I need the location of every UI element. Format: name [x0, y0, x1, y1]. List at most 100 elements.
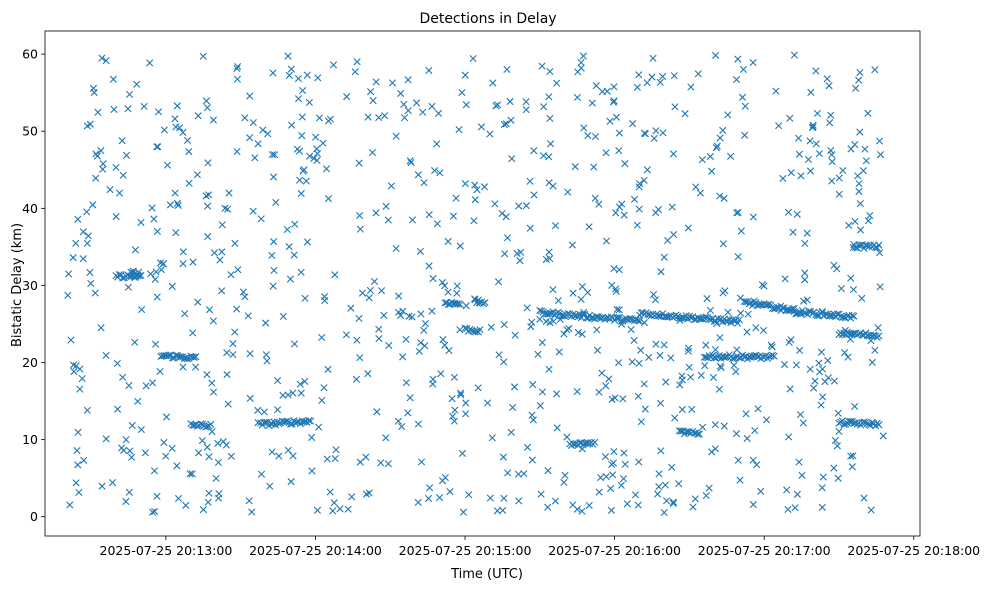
detection-point — [173, 199, 182, 207]
detection-point — [285, 243, 293, 251]
detection-point — [355, 211, 364, 220]
detection-point — [310, 154, 318, 162]
detection-point — [239, 288, 247, 296]
detection-point — [315, 114, 324, 122]
detection-point — [640, 319, 648, 327]
detection-point — [694, 70, 702, 78]
detection-point — [254, 406, 262, 414]
detection-point — [290, 340, 299, 348]
detection-point — [584, 131, 592, 140]
detection-point — [612, 113, 621, 121]
detection-point — [315, 423, 323, 431]
detection-point — [855, 76, 863, 84]
detection-point — [585, 501, 593, 510]
detection-point — [808, 124, 817, 132]
detection-point — [395, 292, 403, 300]
detection-point — [457, 389, 465, 397]
detection-point — [615, 203, 624, 211]
detection-point — [749, 58, 757, 67]
detection-point — [387, 182, 395, 190]
detection-point — [231, 328, 239, 336]
detection-point — [563, 433, 571, 441]
detection-point — [633, 83, 641, 91]
detection-point — [786, 114, 794, 122]
detection-point — [824, 374, 832, 382]
detection-point — [697, 371, 705, 379]
detection-point — [476, 326, 484, 334]
detection-point — [634, 317, 642, 325]
detection-point — [522, 106, 530, 114]
detection-point — [565, 324, 573, 333]
detection-point — [607, 484, 615, 493]
detection-point — [152, 340, 160, 348]
detection-point — [448, 412, 457, 420]
detection-point — [627, 325, 635, 334]
detection-point — [751, 426, 759, 435]
detection-point — [834, 474, 842, 482]
detection-point — [377, 459, 385, 467]
detection-point — [737, 309, 745, 317]
detection-point — [828, 158, 836, 166]
detection-point — [266, 482, 274, 490]
detection-point — [249, 207, 257, 215]
detection-point — [732, 430, 741, 438]
detection-point — [179, 363, 187, 371]
detection-point — [545, 179, 553, 187]
detection-point — [493, 507, 501, 515]
detection-point — [591, 438, 599, 446]
detection-point — [767, 352, 775, 360]
detection-point — [484, 399, 492, 407]
detection-point — [851, 217, 859, 226]
detection-point — [284, 52, 292, 60]
detection-point — [806, 137, 814, 145]
detection-point — [356, 225, 364, 233]
detection-point — [516, 257, 524, 265]
detection-point — [246, 350, 254, 358]
detection-point — [487, 323, 495, 331]
detection-point — [620, 211, 628, 219]
detection-point — [151, 507, 159, 516]
detection-point — [118, 137, 126, 145]
detection-point — [400, 100, 408, 108]
detection-point — [754, 405, 762, 413]
detection-point — [486, 494, 494, 502]
detection-point — [811, 377, 819, 385]
detection-point — [812, 67, 820, 75]
detection-point — [305, 98, 313, 107]
detection-point — [73, 446, 81, 455]
detection-point — [450, 417, 458, 425]
detection-point — [462, 101, 470, 109]
detection-point — [806, 167, 815, 175]
detection-point — [715, 385, 723, 393]
detection-point — [399, 353, 407, 361]
detection-point — [74, 461, 82, 469]
detection-point — [457, 391, 465, 399]
detection-point — [324, 195, 333, 203]
x-tick-label: 2025-07-25 20:15:00 — [399, 543, 532, 558]
detection-point — [508, 155, 516, 163]
detection-point — [858, 294, 866, 302]
detection-point — [204, 232, 212, 241]
detection-point — [678, 405, 686, 414]
detection-point — [150, 215, 158, 223]
detection-point — [254, 140, 262, 148]
detection-point — [408, 216, 417, 224]
detection-point — [284, 446, 292, 454]
detection-point — [294, 74, 303, 83]
detection-point — [574, 68, 582, 76]
detection-point — [419, 108, 427, 116]
detection-point — [204, 498, 212, 506]
detection-point — [856, 199, 864, 208]
detection-point — [298, 132, 306, 140]
detection-point — [568, 241, 576, 249]
detection-point — [691, 495, 699, 503]
detection-point — [199, 52, 207, 60]
detection-point — [83, 239, 91, 248]
detection-point — [179, 260, 187, 268]
detection-point — [174, 201, 182, 209]
detection-point — [685, 363, 693, 371]
detection-point — [552, 390, 561, 398]
detection-point — [342, 331, 351, 339]
detection-point — [536, 402, 544, 410]
detection-point — [227, 271, 235, 279]
